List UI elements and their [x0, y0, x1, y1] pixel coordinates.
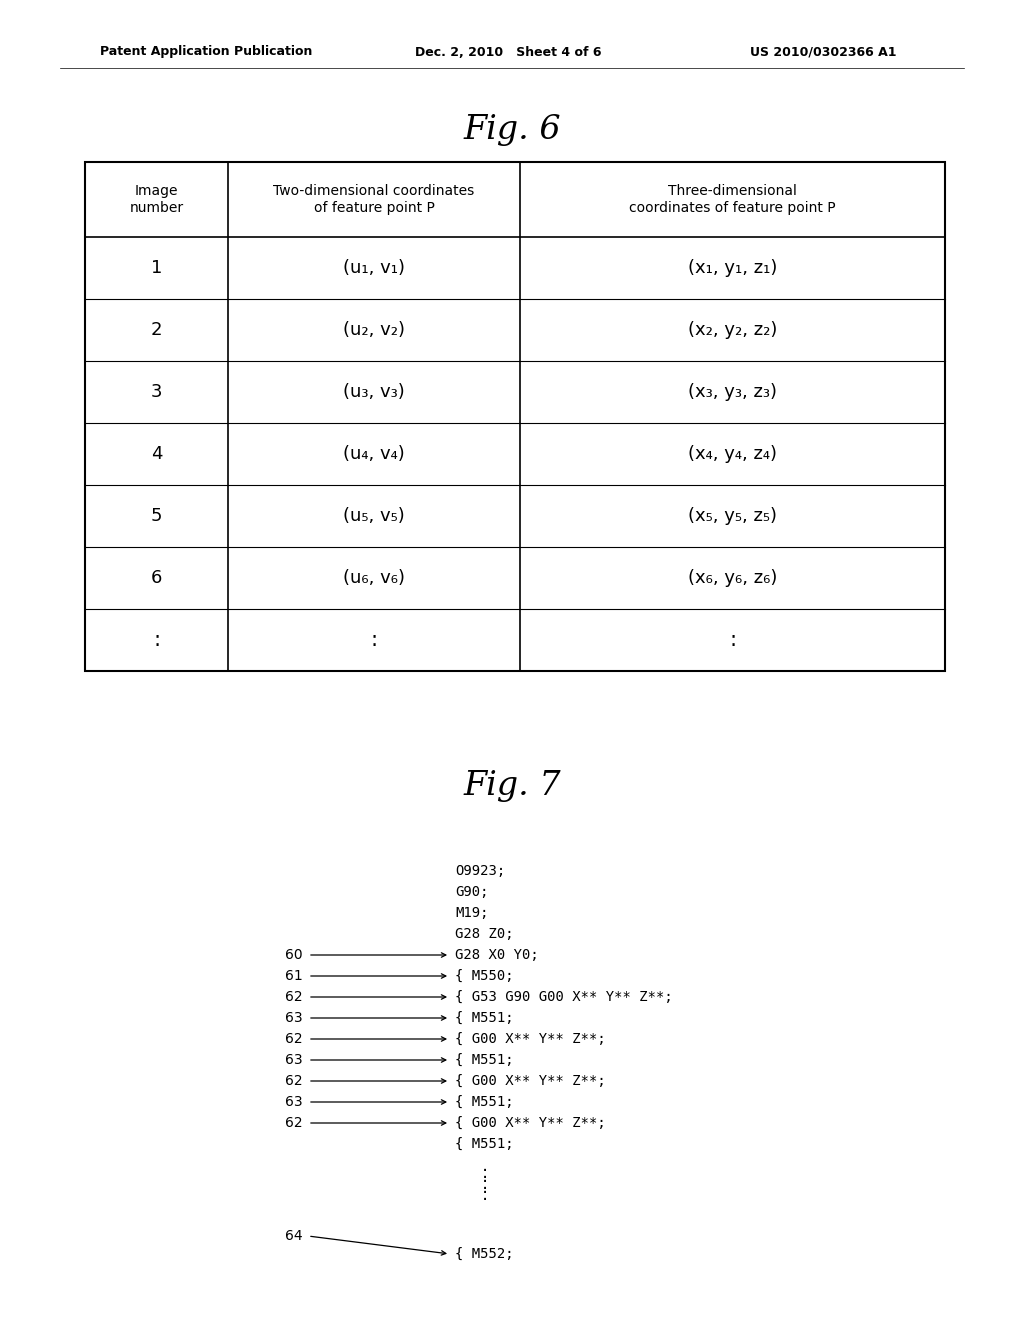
Text: M19;: M19;	[455, 906, 488, 920]
Text: 62: 62	[286, 990, 303, 1005]
Text: (u₂, v₂): (u₂, v₂)	[343, 321, 406, 339]
Text: G28 Z0;: G28 Z0;	[455, 927, 514, 941]
Text: :: :	[482, 1175, 488, 1193]
Text: (u₄, v₄): (u₄, v₄)	[343, 445, 404, 463]
Text: (u₆, v₆): (u₆, v₆)	[343, 569, 406, 587]
Text: { G00 X** Y** Z**;: { G00 X** Y** Z**;	[455, 1115, 606, 1130]
Text: { M550;: { M550;	[455, 969, 514, 983]
Text: 2: 2	[151, 321, 162, 339]
Text: Patent Application Publication: Patent Application Publication	[100, 45, 312, 58]
Text: { M551;: { M551;	[455, 1053, 514, 1067]
Text: :: :	[153, 630, 160, 649]
Text: :: :	[371, 630, 378, 649]
Text: 64: 64	[286, 1229, 303, 1243]
Text: (u₅, v₅): (u₅, v₅)	[343, 507, 404, 525]
Text: (x₆, y₆, z₆): (x₆, y₆, z₆)	[688, 569, 777, 587]
Text: :: :	[482, 1185, 488, 1204]
Text: 62: 62	[286, 1074, 303, 1088]
Text: Fig. 7: Fig. 7	[463, 770, 561, 803]
Text: 6: 6	[151, 569, 162, 587]
Text: 63: 63	[286, 1011, 303, 1026]
Text: G90;: G90;	[455, 884, 488, 899]
Text: (x₃, y₃, z₃): (x₃, y₃, z₃)	[688, 383, 777, 401]
Text: :: :	[729, 630, 736, 649]
Text: (u₁, v₁): (u₁, v₁)	[343, 259, 406, 277]
Text: (u₃, v₃): (u₃, v₃)	[343, 383, 404, 401]
Text: 1: 1	[151, 259, 162, 277]
Text: Three-dimensional
coordinates of feature point P: Three-dimensional coordinates of feature…	[629, 185, 836, 215]
Text: (x₅, y₅, z₅): (x₅, y₅, z₅)	[688, 507, 777, 525]
Text: Two-dimensional coordinates
of feature point P: Two-dimensional coordinates of feature p…	[273, 185, 475, 215]
Text: 61: 61	[286, 969, 303, 983]
Text: (x₄, y₄, z₄): (x₄, y₄, z₄)	[688, 445, 777, 463]
Text: (x₁, y₁, z₁): (x₁, y₁, z₁)	[688, 259, 777, 277]
Text: 62: 62	[286, 1032, 303, 1045]
Text: 60: 60	[286, 948, 303, 962]
Text: { M552;: { M552;	[455, 1247, 514, 1261]
Text: :: :	[482, 1164, 488, 1181]
Text: 3: 3	[151, 383, 162, 401]
Text: 4: 4	[151, 445, 162, 463]
Text: 5: 5	[151, 507, 162, 525]
Text: O9923;: O9923;	[455, 865, 505, 878]
Bar	[85, 162, 945, 671]
Text: { G00 X** Y** Z**;: { G00 X** Y** Z**;	[455, 1074, 606, 1088]
Text: Dec. 2, 2010   Sheet 4 of 6: Dec. 2, 2010 Sheet 4 of 6	[415, 45, 601, 58]
Text: 63: 63	[286, 1053, 303, 1067]
Text: { M551;: { M551;	[455, 1137, 514, 1151]
Text: { G53 G90 G00 X** Y** Z**;: { G53 G90 G00 X** Y** Z**;	[455, 990, 673, 1005]
Text: (x₂, y₂, z₂): (x₂, y₂, z₂)	[688, 321, 777, 339]
Text: { G00 X** Y** Z**;: { G00 X** Y** Z**;	[455, 1032, 606, 1045]
Text: 63: 63	[286, 1096, 303, 1109]
Text: US 2010/0302366 A1: US 2010/0302366 A1	[750, 45, 896, 58]
Text: 62: 62	[286, 1115, 303, 1130]
Text: G28 X0 Y0;: G28 X0 Y0;	[455, 948, 539, 962]
Text: Fig. 6: Fig. 6	[463, 114, 561, 147]
Text: { M551;: { M551;	[455, 1011, 514, 1026]
Text: Image
number: Image number	[129, 185, 183, 215]
Text: { M551;: { M551;	[455, 1096, 514, 1109]
